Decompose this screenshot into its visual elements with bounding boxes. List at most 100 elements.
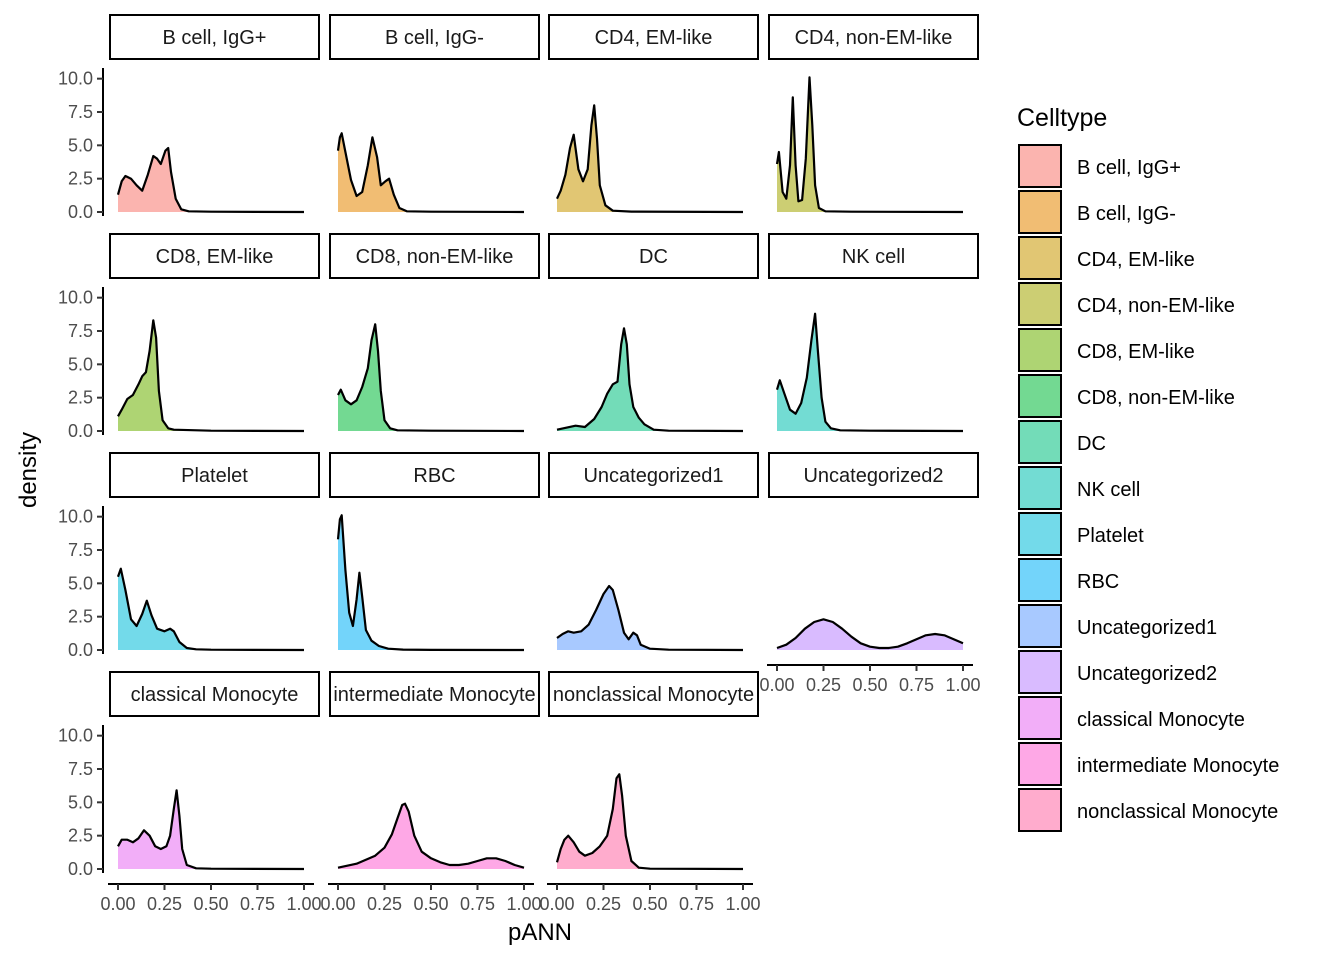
density-area-classical-monocyte — [118, 790, 304, 869]
y-tick-label: 2.5 — [68, 826, 93, 846]
x-tick-label: 1.00 — [286, 894, 321, 914]
x-tick-label: 0.50 — [413, 894, 448, 914]
x-tick-label: 0.50 — [852, 675, 887, 695]
facet-strip — [548, 233, 759, 279]
facet-strip-label: B cell, IgG- — [385, 27, 484, 49]
y-tick-label: 0.0 — [68, 202, 93, 222]
facet-panel-intermediate-monocyte: intermediate Monocyte 0.00 0.25 0.50 0.75 1.0… — [320, 671, 542, 914]
density-line-rbc — [336, 514, 525, 652]
legend: Celltype B cell, IgG+ B cell, IgG- CD4, EM-… — [1017, 104, 1279, 832]
density-line-b-cell-igg — [336, 132, 525, 214]
x-tick-label: 0.25 — [367, 894, 402, 914]
legend-label: B cell, IgG+ — [1077, 157, 1181, 179]
legend-key — [1018, 236, 1062, 280]
facet-strip — [768, 233, 979, 279]
x-tick-label: 0.75 — [460, 894, 495, 914]
x-tick-label: 0.75 — [240, 894, 275, 914]
legend-key — [1018, 742, 1062, 786]
facet-panel-rbc: RBC — [329, 452, 540, 652]
y-tick-label: 0.0 — [68, 859, 93, 879]
legend-title: Celltype — [1017, 104, 1107, 132]
y-tick-label: 0.0 — [68, 421, 93, 441]
x-tick-label: 0.00 — [539, 894, 574, 914]
legend-label: CD8, non-EM-like — [1077, 387, 1235, 409]
y-tick-label: 10.0 — [58, 726, 93, 746]
density-line-cd4-non-em-like — [775, 76, 964, 214]
facet-panel-cd4-non-em-like: CD4, non-EM-like — [768, 14, 979, 214]
legend-key — [1018, 788, 1062, 832]
facet-strip — [548, 671, 759, 717]
density-area-cd8-non-em-like — [338, 324, 524, 431]
facet-panel-cd8-em-like: CD8, EM-like 0.0 2.5 5.0 7.5 10.0 — [58, 233, 320, 441]
facet-strip — [768, 14, 979, 60]
y-tick-label: 10.0 — [58, 69, 93, 89]
legend-item-classical-monocyte: classical Monocyte — [1018, 696, 1245, 740]
y-tick-label: 2.5 — [68, 388, 93, 408]
x-tick-label: 0.50 — [632, 894, 667, 914]
y-tick-label: 0.0 — [68, 640, 93, 660]
x-tick-label: 0.00 — [100, 894, 135, 914]
density-line-cd4-em-like — [556, 104, 744, 214]
density-line-uncategorized2 — [776, 618, 964, 650]
facet-strip-label: RBC — [413, 465, 455, 487]
x-tick-label: 0.25 — [586, 894, 621, 914]
legend-item-nk-cell: NK cell — [1018, 466, 1140, 510]
density-area-cd4-non-em-like — [777, 77, 963, 212]
legend-label: NK cell — [1077, 479, 1140, 501]
legend-item-platelet: Platelet — [1018, 512, 1144, 556]
legend-label: DC — [1077, 433, 1106, 455]
legend-label: Platelet — [1077, 525, 1144, 547]
density-line-uncategorized1 — [556, 584, 744, 652]
legend-item-uncategorized2: Uncategorized2 — [1018, 650, 1217, 694]
facet-strip-label: Uncategorized2 — [803, 465, 943, 487]
facet-strip — [329, 233, 540, 279]
y-tick-label: 10.0 — [58, 507, 93, 527]
y-tick-label: 7.5 — [68, 759, 93, 779]
legend-item-b-cell-igg: B cell, IgG+ — [1018, 144, 1181, 188]
y-tick-label: 7.5 — [68, 321, 93, 341]
facet-strip — [548, 14, 759, 60]
legend-key — [1018, 650, 1062, 694]
density-area-intermediate-monocyte — [338, 803, 524, 869]
facet-strip-label: Platelet — [181, 465, 248, 487]
legend-label: RBC — [1077, 571, 1119, 593]
x-tick-label: 0.50 — [193, 894, 228, 914]
legend-label: nonclassical Monocyte — [1077, 801, 1278, 823]
x-tick-label: 0.25 — [806, 675, 841, 695]
x-tick-label: 0.75 — [679, 894, 714, 914]
density-area-cd4-em-like — [557, 105, 743, 212]
facet-panel-b-cell-igg: B cell, IgG- — [329, 14, 540, 214]
facet-panel-cd8-non-em-like: CD8, non-EM-like — [329, 233, 540, 433]
facet-strip — [329, 452, 540, 498]
y-tick-label: 2.5 — [68, 607, 93, 627]
density-line-nk-cell — [775, 312, 964, 433]
legend-label: Uncategorized1 — [1077, 617, 1217, 639]
x-tick-label: 0.00 — [320, 894, 355, 914]
density-area-b-cell-igg — [118, 148, 304, 212]
density-line-classical-monocyte — [117, 789, 305, 871]
legend-label: classical Monocyte — [1077, 709, 1245, 731]
density-area-b-cell-igg — [338, 133, 524, 212]
legend-label: intermediate Monocyte — [1077, 755, 1279, 777]
density-line-b-cell-igg — [116, 146, 305, 214]
legend-label: CD4, EM-like — [1077, 249, 1195, 271]
x-tick-label: 0.75 — [899, 675, 934, 695]
legend-item-cd8-non-em-like: CD8, non-EM-like — [1018, 374, 1235, 418]
legend-item-nonclassical-monocyte: nonclassical Monocyte — [1018, 788, 1278, 832]
density-area-platelet — [118, 568, 304, 650]
legend-key — [1018, 190, 1062, 234]
facet-strip-label: nonclassical Monocyte — [553, 684, 754, 706]
facet-panel-cd4-em-like: CD4, EM-like — [548, 14, 759, 214]
facet-strip-label: NK cell — [842, 246, 905, 268]
facet-panel-uncategorized1: Uncategorized1 — [548, 452, 759, 652]
density-line-nonclassical-monocyte — [555, 773, 744, 871]
y-tick-label: 5.0 — [68, 573, 93, 593]
density-area-dc — [557, 328, 743, 431]
facet-strip — [329, 14, 540, 60]
x-tick-label: 1.00 — [945, 675, 980, 695]
x-tick-label: 1.00 — [506, 894, 541, 914]
x-axis-title: pANN — [508, 919, 572, 946]
facet-panel-nk-cell: NK cell — [768, 233, 979, 433]
facet-strip — [109, 14, 320, 60]
